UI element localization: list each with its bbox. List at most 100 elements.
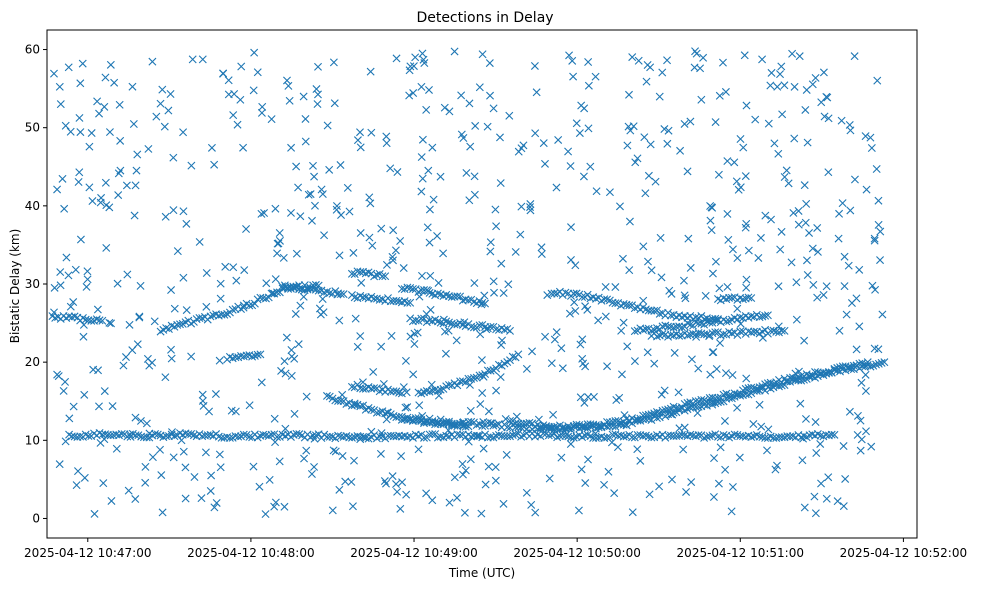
data-point [325, 289, 334, 298]
data-point [610, 489, 619, 498]
data-point [414, 445, 423, 454]
data-point [658, 68, 667, 77]
data-point [708, 400, 717, 409]
data-point [850, 175, 859, 184]
data-point [874, 196, 883, 205]
data-point [862, 427, 870, 436]
data-point [424, 166, 433, 175]
data-point [827, 430, 836, 439]
data-point [403, 298, 412, 307]
data-point [803, 271, 812, 279]
data-point [750, 327, 759, 336]
data-point [459, 418, 468, 427]
data-point [708, 269, 717, 278]
y-axis-label: Bistatic Delay (km) [8, 229, 22, 344]
data-point [838, 199, 847, 208]
data-point [242, 225, 251, 233]
data-point [511, 247, 520, 256]
data-point [210, 160, 219, 169]
data-point [206, 312, 215, 321]
x-tick-label: 2025-04-12 10:48:00 [187, 546, 314, 560]
data-point [478, 389, 487, 398]
data-point [356, 128, 364, 137]
data-point [696, 64, 705, 73]
data-point [338, 451, 347, 460]
data-point [747, 433, 756, 442]
data-point [461, 466, 470, 475]
data-point [351, 314, 360, 323]
data-point [870, 234, 879, 243]
data-point [96, 198, 105, 207]
data-point [867, 144, 876, 153]
data-point [767, 215, 776, 224]
data-point [871, 285, 880, 294]
data-point [711, 257, 720, 266]
data-point [584, 58, 593, 67]
data-point [641, 189, 650, 198]
data-point [780, 81, 789, 90]
data-point [292, 249, 301, 258]
data-point [453, 381, 462, 390]
data-point [466, 455, 475, 464]
data-point [850, 52, 859, 61]
data-point [132, 166, 141, 175]
data-point [687, 355, 696, 364]
data-point [219, 69, 228, 78]
data-point [618, 254, 627, 263]
data-point [663, 139, 672, 148]
data-point [742, 374, 751, 383]
x-tick-label: 2025-04-12 10:51:00 [677, 546, 804, 560]
data-point [866, 133, 875, 142]
data-point [65, 414, 74, 423]
data-point [322, 391, 331, 400]
data-point [770, 139, 779, 148]
data-point [736, 319, 745, 328]
data-point [526, 200, 535, 209]
data-point [470, 279, 479, 288]
data-point [800, 181, 809, 190]
data-point [872, 360, 881, 369]
data-point [837, 116, 846, 125]
data-point [740, 51, 749, 60]
data-point [456, 292, 465, 301]
data-point [93, 97, 102, 106]
data-point [313, 100, 322, 109]
data-point [101, 178, 110, 187]
data-point [356, 229, 365, 238]
data-point [216, 294, 225, 303]
data-point [801, 105, 810, 114]
data-point [492, 386, 501, 395]
data-point [461, 378, 470, 387]
data-point [647, 416, 656, 425]
data-point [125, 320, 134, 329]
data-point [69, 298, 78, 307]
data-point [420, 59, 429, 68]
data-point [722, 317, 731, 326]
data-point [169, 453, 178, 462]
data-point [405, 66, 414, 75]
data-point [314, 286, 323, 295]
data-point [295, 430, 304, 439]
data-point [306, 190, 315, 199]
data-point [287, 371, 296, 380]
data-point [675, 404, 684, 413]
data-point [668, 410, 677, 419]
data-point [812, 448, 821, 457]
data-point [856, 416, 865, 425]
data-point [205, 407, 214, 416]
data-point [813, 293, 822, 302]
data-point [612, 395, 621, 404]
data-point [497, 259, 506, 268]
data-point [840, 252, 849, 261]
data-point [727, 329, 736, 338]
data-point [644, 171, 653, 180]
data-point [359, 384, 368, 393]
data-point [628, 508, 637, 517]
data-point [467, 417, 476, 426]
data-point [495, 133, 504, 142]
data-point [728, 483, 737, 491]
data-point [240, 266, 249, 275]
data-point [778, 110, 787, 119]
data-point [388, 472, 397, 481]
data-point [100, 102, 109, 111]
